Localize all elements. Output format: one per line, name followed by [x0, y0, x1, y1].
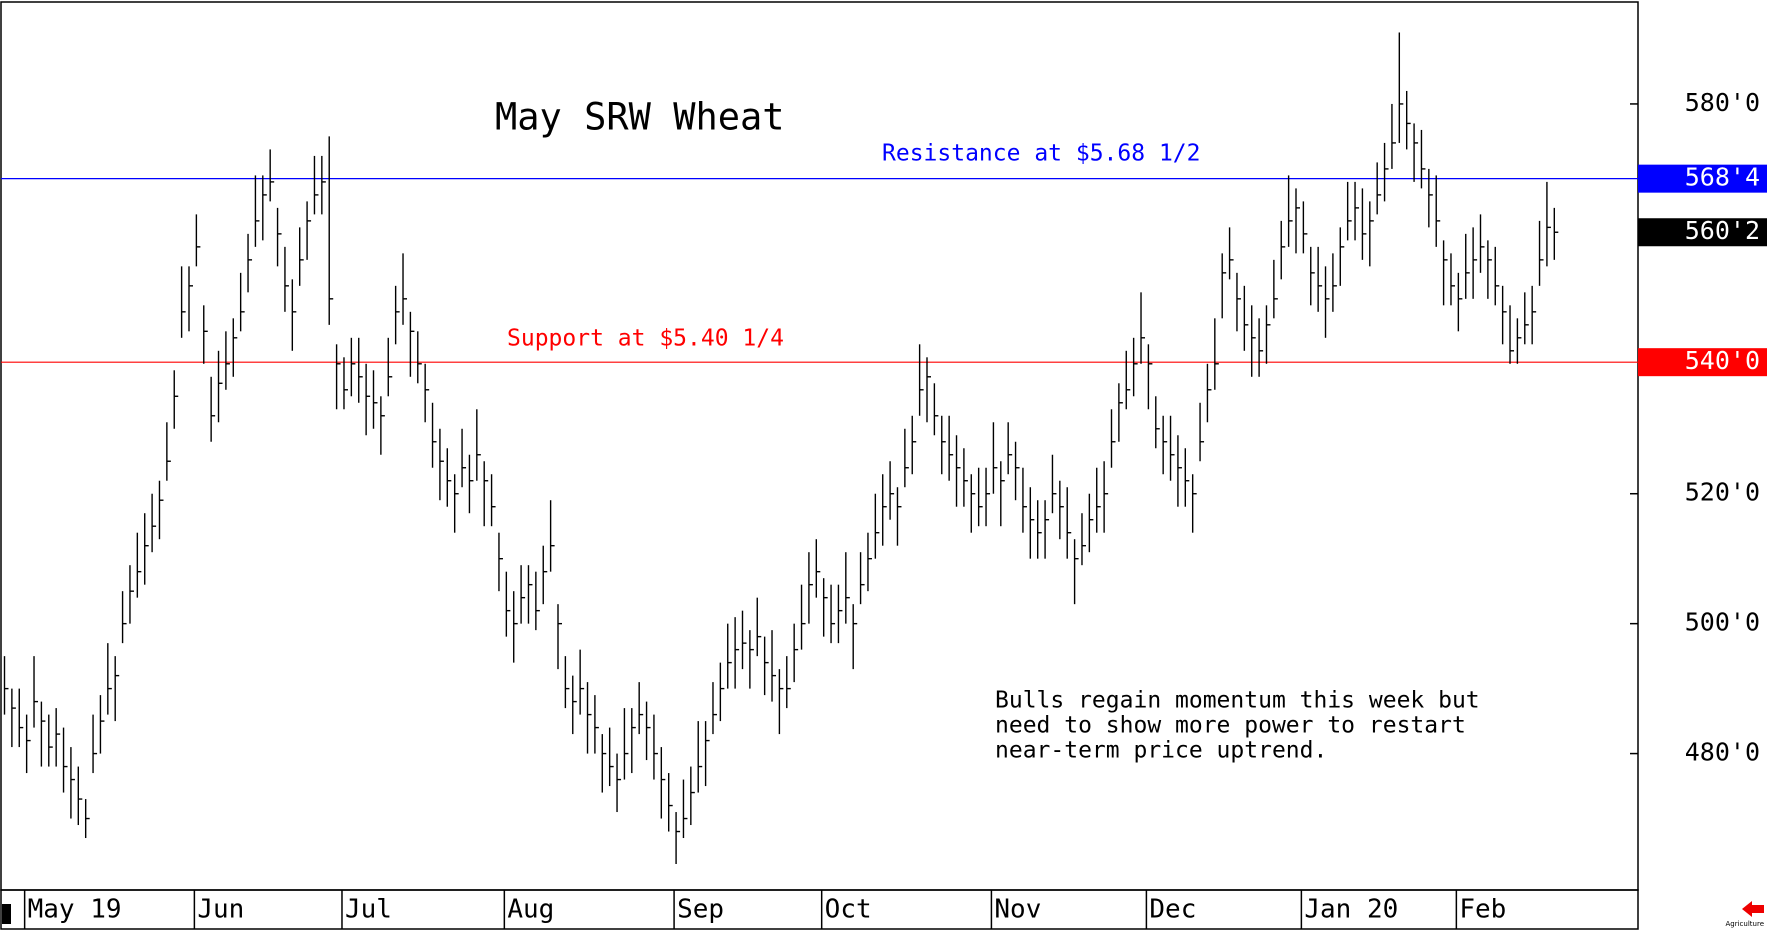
level-box-label: 568'4 [1685, 163, 1760, 192]
level-box [1638, 348, 1767, 377]
last-price-box [1638, 218, 1767, 247]
y-tick-label: 520'0 [1685, 478, 1760, 507]
x-tick-label: Nov [994, 895, 1041, 925]
last-price-label: 560'2 [1685, 216, 1760, 245]
x-tick-label: Dec [1149, 895, 1196, 925]
annotation: near-term price uptrend. [995, 738, 1327, 764]
level-text: Resistance at $5.68 1/2 [882, 141, 1201, 167]
level-text: Support at $5.40 1/4 [507, 326, 784, 352]
footer: Agriculture [1726, 920, 1765, 928]
annotation: Bulls regain momentum this week but [995, 688, 1480, 714]
date-frame [0, 889, 1639, 930]
x-tick-label: Feb [1459, 895, 1506, 925]
y-tick-label: 480'0 [1685, 738, 1760, 767]
chart-title: May SRW Wheat [495, 96, 785, 139]
logo-arrow [1742, 901, 1764, 917]
level-box-label: 540'0 [1685, 346, 1760, 375]
x-tick-label: Jun [197, 895, 244, 925]
y-tick-label: 500'0 [1685, 608, 1760, 637]
x-tick-label: Oct [825, 895, 872, 925]
x-tick-label: Jan 20 [1304, 895, 1398, 925]
annotation: need to show more power to restart [995, 713, 1466, 739]
level-box [1638, 164, 1767, 193]
x-tick-label: May 19 [28, 895, 122, 925]
x-tick-label: Sep [677, 895, 724, 925]
corner-mark [2, 904, 11, 924]
x-tick-label: Jul [345, 895, 392, 925]
y-tick-label: 580'0 [1685, 88, 1760, 117]
x-tick-label: Aug [507, 895, 554, 925]
